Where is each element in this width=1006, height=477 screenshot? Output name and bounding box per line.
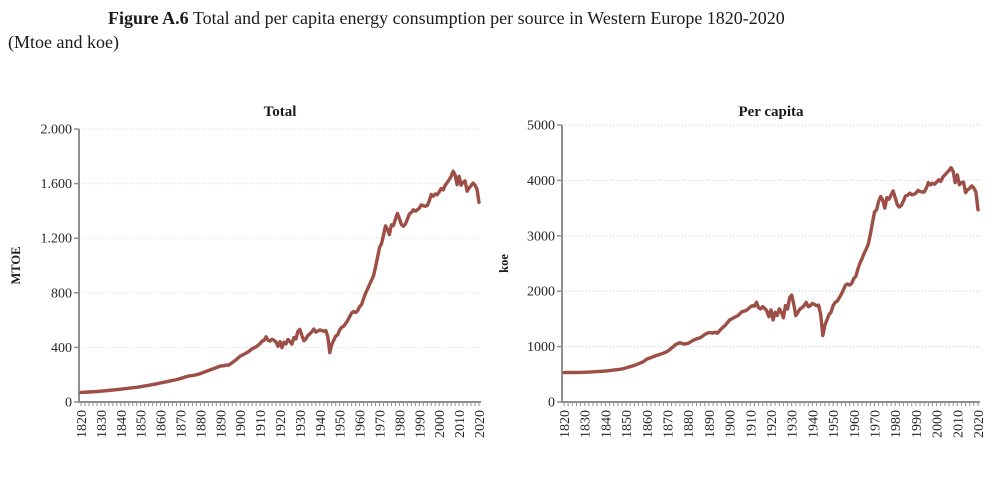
y-axis-title: koe [497,254,511,273]
x-tick-label: 1890 [214,410,229,438]
y-tick-label: 4000 [527,174,555,189]
y-tick-label: 400 [51,341,72,356]
charts-panel: 0 400 800 1.200 1.600 2.000 1820 1830 1840 1850 18… [0,95,1006,472]
x-tick-label: 1960 [354,410,369,438]
y-tick-label: 0 [65,396,72,411]
y-tick-label: 1.600 [41,177,73,192]
x-tick-label: 2020 [972,410,987,438]
x-tick-label: 1830 [95,410,110,438]
y-tick-label: 2.000 [41,123,73,138]
x-tick-label: 1940 [314,410,329,438]
y-tick-label: 1000 [527,340,555,355]
x-tick-label: 1840 [599,410,614,438]
y-axis-title: MTOE [9,247,23,285]
x-tick-label: 1860 [155,410,170,438]
y-tick-label: 2000 [527,285,555,300]
x-tick-label: 1820 [558,410,573,438]
x-tick-label: 1900 [234,410,249,438]
x-tick-label: 1910 [744,410,759,438]
figure-label: Figure A.6 [108,8,189,28]
x-tick-label: 1980 [889,410,904,438]
x-tick-label: 1950 [334,410,349,438]
x-tick-label: 1850 [135,410,150,438]
y-tick-label: 800 [51,286,72,301]
x-tick-label: 1980 [393,410,408,438]
y-tick-label: 5000 [527,119,555,134]
data-line [79,169,481,395]
x-tick-label: 1920 [274,410,289,438]
chart-per-capita: 0 1000 2000 3000 4000 5000 1820 1830 1840 1850 186… [497,104,987,438]
x-tick-label: 2010 [453,410,468,438]
x-tick-label: 1920 [765,410,780,438]
x-tick-label: 1880 [682,410,697,438]
x-tick-label: 1870 [662,410,677,438]
x-tick-label: 1950 [827,410,842,438]
energy-charts-svg: 0 400 800 1.200 1.600 2.000 1820 1830 1840 1850 18… [9,104,987,438]
x-tick-label: 1890 [703,410,718,438]
figure-title-text: Total and per capita energy consumption … [188,8,785,28]
chart-total: 0 400 800 1.200 1.600 2.000 1820 1830 1840 1850 18… [9,104,488,438]
x-tick-label: 1910 [254,410,269,438]
x-tick-label: 1860 [641,410,656,438]
x-tick-label: 1840 [115,410,130,438]
x-tick-label: 1830 [579,410,594,438]
y-tick-label: 3000 [527,229,555,244]
x-tick-label: 1850 [620,410,635,438]
x-tick-label: 1820 [75,410,90,438]
x-tick-label: 1960 [848,410,863,438]
data-line [562,165,980,375]
x-tick-label: 1990 [910,410,925,438]
x-tick-label: 2000 [433,410,448,438]
x-tick-label: 1930 [786,410,801,438]
x-tick-label: 2010 [951,410,966,438]
figure-caption: Figure A.6 Total and per capita energy c… [8,6,1003,54]
x-tick-label: 1880 [194,410,209,438]
x-tick-label: 1870 [175,410,190,438]
x-tick-label: 1930 [294,410,309,438]
y-tick-label: 1.200 [41,232,73,247]
x-tick-label: 2020 [473,410,488,438]
x-tick-label: 1990 [413,410,428,438]
x-tick-label: 1970 [374,410,389,438]
x-tick-label: 2000 [931,410,946,438]
x-tick-label: 1970 [869,410,884,438]
x-tick-label: 1900 [724,410,739,438]
x-tick-label: 1940 [806,410,821,438]
chart-title: Per capita [738,104,804,120]
chart-title: Total [264,104,297,120]
y-tick-label: 0 [548,396,555,411]
figure-units-line: (Mtoe and koe) [8,32,119,52]
